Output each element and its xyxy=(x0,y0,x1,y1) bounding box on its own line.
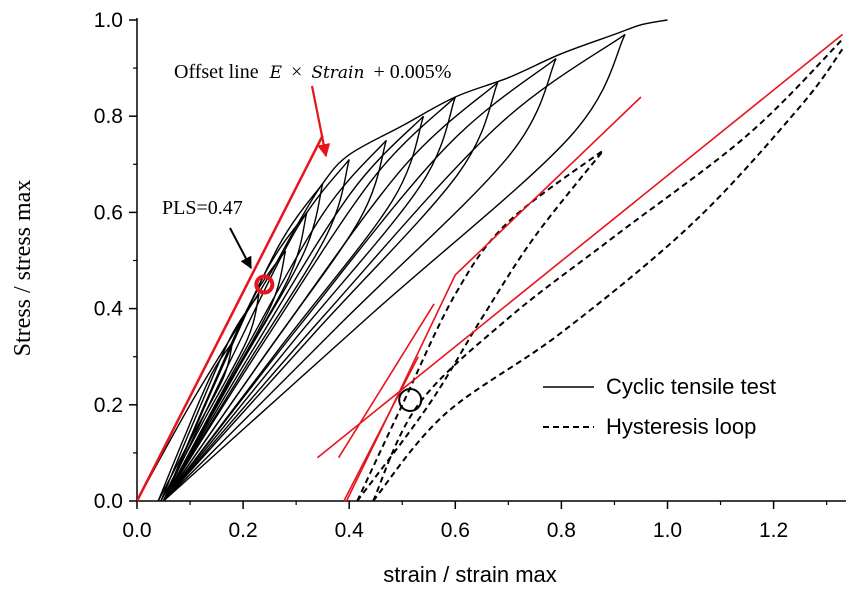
cyclic-unload-curve xyxy=(163,58,557,502)
offset-line-annotation: Offset line E × Strain + 0.005% xyxy=(174,61,451,83)
cyclic-load-curve xyxy=(162,115,425,502)
x-tick-label: 0.8 xyxy=(547,519,576,542)
hysteresis-unload-curve xyxy=(372,38,844,502)
x-tick-label: 0.2 xyxy=(228,519,257,542)
hysteresis-loop-series xyxy=(356,38,844,502)
hysteresis-intersection-marker xyxy=(398,387,423,412)
x-tick-label: 0.4 xyxy=(335,519,365,542)
cyclic-tensile-series xyxy=(137,19,668,502)
cyclic-load-curve xyxy=(162,183,324,502)
hysteresis-tangent-line xyxy=(345,96,642,502)
cyclic-load-curve xyxy=(162,96,456,502)
cyclic-load-curve xyxy=(162,57,557,502)
cyclic-unload-curve xyxy=(162,96,456,502)
cyclic-unload-curve xyxy=(163,34,626,502)
hysteresis-tangent-line xyxy=(343,356,419,502)
offset-formula-times: × xyxy=(291,61,302,83)
y-ticks: 0.0 0.2 0.4 0.6 0.8 1.0 xyxy=(94,9,137,513)
offset-line-arrow xyxy=(310,85,331,158)
y-tick-label: 0.4 xyxy=(94,298,124,321)
x-ticks: 0.0 0.2 0.4 0.6 0.8 1.0 1.2 xyxy=(122,501,828,542)
cyclic-load-curve xyxy=(162,33,626,502)
cyclic-unload-curve xyxy=(162,82,499,502)
cyclic-unload-curve xyxy=(160,294,260,502)
cyclic-load-curve xyxy=(162,81,499,502)
legend-label-cyclic: Cyclic tensile test xyxy=(606,374,776,399)
x-tick-label: 1.0 xyxy=(653,519,682,542)
cyclic-unload-curve xyxy=(162,212,308,502)
cyclic-envelope-curve xyxy=(137,19,668,502)
hysteresis-tangent-line xyxy=(337,303,435,459)
cyclic-unload-curve xyxy=(162,183,324,502)
cyclic-load-curve xyxy=(162,159,350,502)
pls-annotation: PLS=0.47 xyxy=(162,197,243,219)
y-tick-label: 0.6 xyxy=(94,201,123,224)
x-tick-label: 0.0 xyxy=(122,519,151,542)
y-tick-label: 0.2 xyxy=(94,394,123,417)
hysteresis-reload-curve xyxy=(356,149,605,502)
legend: Cyclic tensile test Hysteresis loop xyxy=(543,374,776,439)
offset-formula-strain: Strain xyxy=(311,63,364,83)
cyclic-load-curve xyxy=(162,211,308,502)
cyclic-load-curve xyxy=(160,293,260,502)
y-tick-label: 0.8 xyxy=(94,105,123,128)
offset-formula-e: E xyxy=(269,63,283,83)
offset-formula-tail: + 0.005% xyxy=(373,61,451,83)
x-tick-label: 0.6 xyxy=(441,519,470,542)
offset-line-prefix: Offset line xyxy=(174,61,259,83)
cyclic-load-curve xyxy=(162,139,387,502)
fit-lines xyxy=(137,33,844,502)
y-tick-label: 0.0 xyxy=(94,490,123,513)
offset-line xyxy=(137,134,324,502)
hysteresis-reload-curve xyxy=(372,48,844,502)
x-tick-label: 1.2 xyxy=(759,519,788,542)
pls-marker xyxy=(254,274,275,295)
hysteresis-tangent-line xyxy=(316,33,844,459)
pls-arrow xyxy=(229,227,252,270)
y-axis-title: Stress / stress max xyxy=(10,180,36,357)
y-tick-label: 1.0 xyxy=(94,9,123,32)
x-axis-title: strain / strain max xyxy=(383,562,557,587)
legend-label-hysteresis: Hysteresis loop xyxy=(606,414,756,439)
